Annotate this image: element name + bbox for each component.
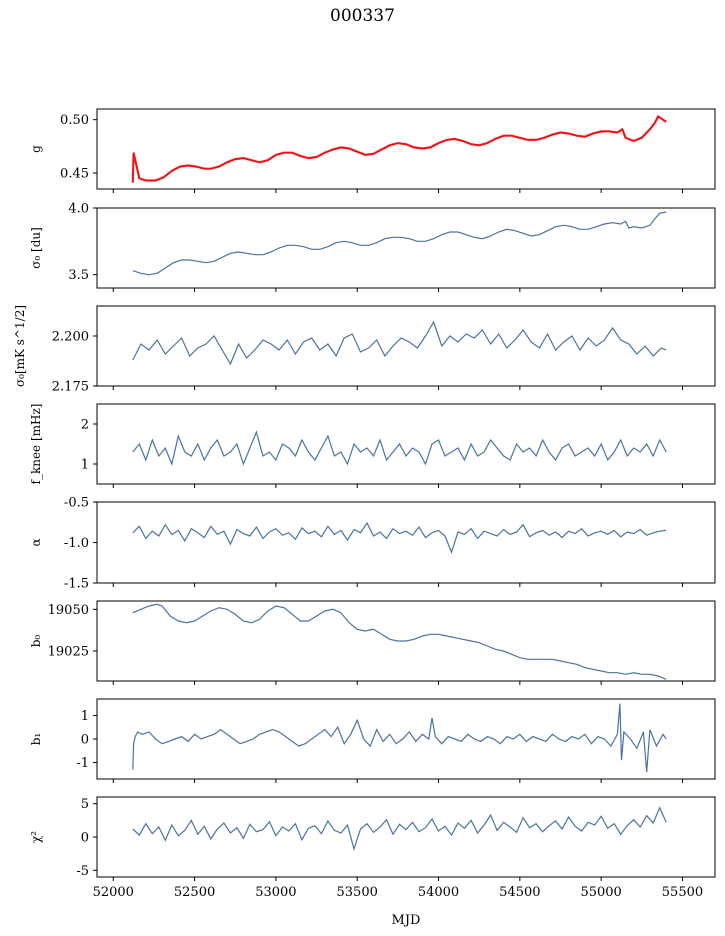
- y-tick-label: 2.175: [52, 380, 89, 395]
- y-tick-label: 1: [81, 709, 89, 724]
- panel-7: -1 0 1 b₁: [29, 698, 716, 783]
- y-axis-label: χ²: [29, 831, 43, 843]
- series-line-2: [132, 211, 667, 276]
- panel-2: 3.5 4.0 σ₀ [du]: [29, 202, 716, 292]
- figure-title: 000337: [330, 6, 395, 26]
- panel-8: -5 0 5 χ² 52000 52500 53000 53500 54000 54500 5500…: [29, 796, 716, 900]
- x-tick-label: 52500: [174, 885, 215, 900]
- y-tick-label: -1: [76, 756, 89, 771]
- series-line-1: [132, 115, 667, 183]
- x-tick-label: 53000: [255, 885, 296, 900]
- y-tick-label: -0.5: [64, 496, 89, 511]
- y-axis-label: σ₀ [du]: [29, 227, 43, 269]
- y-tick-label: -1.5: [64, 577, 89, 592]
- axes-frame-6: [96, 600, 716, 682]
- y-tick-label: 2: [81, 418, 89, 433]
- axes-frame-1: [96, 108, 716, 190]
- panel-4: 1 2 f_knee [mHz]: [29, 403, 716, 488]
- y-axis-label: g: [29, 145, 43, 153]
- panel-5: -1.5 -1.0 -0.5 α: [29, 496, 716, 592]
- x-tick-label: 52000: [93, 885, 134, 900]
- y-axis-label: b₀: [29, 635, 43, 648]
- y-tick-label: 0: [81, 733, 89, 748]
- axes-frame-2: [96, 207, 716, 289]
- axes-frame-3: [96, 305, 716, 387]
- series-line-3: [132, 320, 667, 366]
- y-tick-label: 5: [81, 797, 89, 812]
- y-tick-label: 1: [81, 458, 89, 473]
- y-tick-label: 19025: [48, 645, 89, 660]
- x-tick-label: 54000: [418, 885, 459, 900]
- panel-1: 0.45 0.50 g: [29, 108, 716, 193]
- x-tick-label: 54500: [499, 885, 540, 900]
- series-line-6: [132, 603, 667, 680]
- x-tick-label: 55500: [662, 885, 703, 900]
- y-tick-label: -1.0: [64, 536, 89, 551]
- x-axis-label: MJD: [392, 913, 421, 928]
- y-axis-label: σ₀[mK s^1/2]: [13, 305, 27, 387]
- series-line-5: [132, 521, 667, 554]
- panel-3: 2.175 2.200 σ₀[mK s^1/2]: [13, 305, 716, 395]
- series-line-7: [132, 703, 667, 772]
- y-tick-label: 4.0: [68, 202, 89, 217]
- y-axis-label: b₁: [29, 733, 43, 746]
- y-tick-label: 2.200: [52, 330, 89, 345]
- y-tick-label: -5: [76, 864, 89, 879]
- y-axis-label: α: [29, 538, 43, 546]
- series-line-4: [132, 430, 667, 466]
- y-tick-label: 0: [81, 831, 89, 846]
- axes-frame-4: [96, 403, 716, 485]
- y-tick-label: 3.5: [68, 268, 89, 283]
- series-line-8: [132, 806, 667, 852]
- x-tick-label: 55000: [580, 885, 621, 900]
- axes-frame-5: [96, 501, 716, 584]
- y-tick-label: 0.50: [60, 113, 89, 128]
- fit-line: [131, 114, 667, 183]
- y-tick-label: 0.45: [60, 167, 89, 182]
- y-axis-label: f_knee [mHz]: [29, 404, 43, 485]
- axes-frame-8: [96, 796, 716, 878]
- x-tick-label: 53500: [337, 885, 378, 900]
- panel-6: 19025 19050 b₀: [29, 600, 716, 685]
- y-tick-label: 19050: [48, 603, 89, 618]
